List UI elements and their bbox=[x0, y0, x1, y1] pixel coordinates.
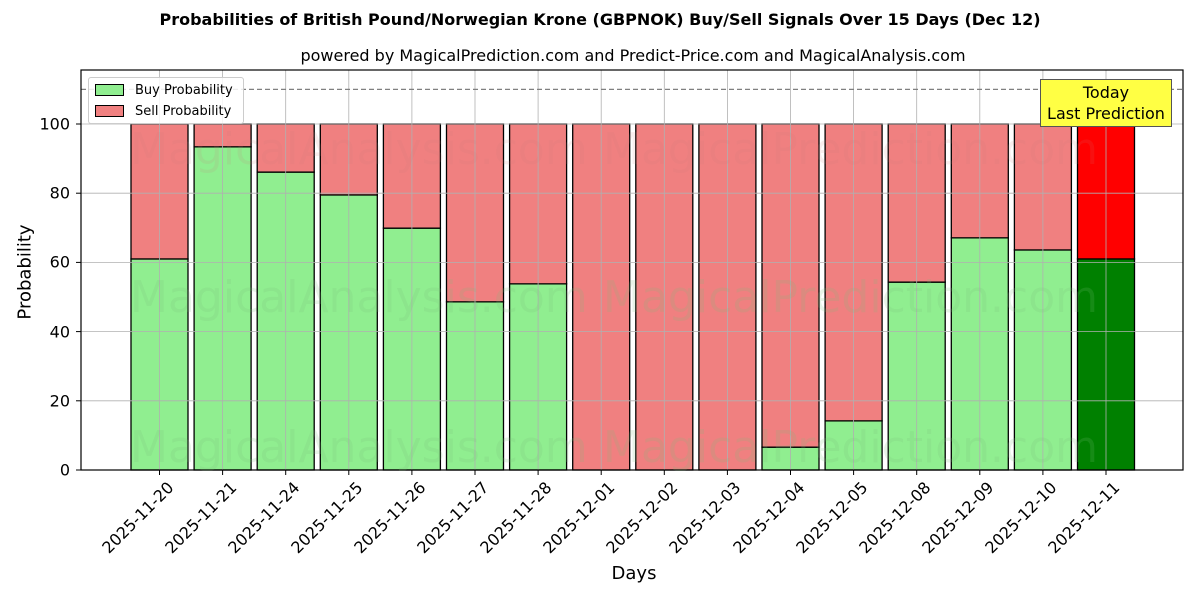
legend-label-buy: Buy Probability bbox=[135, 82, 233, 98]
sell-swatch-icon bbox=[95, 105, 124, 117]
chart-subtitle: powered by MagicalPrediction.com and Pre… bbox=[300, 46, 966, 65]
today-annotation: Today Last Prediction bbox=[1040, 79, 1172, 127]
y-tick-label: 20 bbox=[49, 391, 70, 411]
annotation-line-1: Today bbox=[1082, 83, 1130, 102]
y-tick-label: 40 bbox=[49, 322, 70, 342]
legend-item-sell: Sell Probability bbox=[95, 103, 231, 119]
y-tick-label: 80 bbox=[49, 183, 70, 203]
buy-swatch-icon bbox=[95, 84, 124, 96]
y-tick-label: 60 bbox=[49, 252, 70, 272]
y-axis-label: Probability bbox=[14, 224, 36, 320]
chart-title: Probabilities of British Pound/Norwegian… bbox=[159, 10, 1041, 29]
x-axis-label: Days bbox=[611, 563, 657, 584]
legend-item-buy: Buy Probability bbox=[95, 82, 233, 98]
y-tick-label: 100 bbox=[39, 114, 70, 134]
annotation-line-2: Last Prediction bbox=[1047, 104, 1165, 123]
y-tick-label: 0 bbox=[59, 460, 70, 480]
legend-label-sell: Sell Probability bbox=[135, 103, 232, 119]
legend: Buy Probability Sell Probability bbox=[88, 77, 244, 124]
